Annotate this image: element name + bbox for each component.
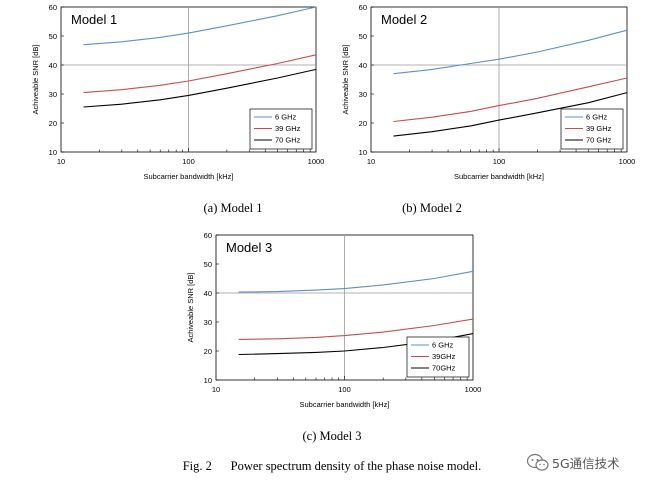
legend-label-1: 39GHz — [432, 352, 456, 361]
x-tick-label: 1000 — [465, 385, 482, 394]
legend-label-1: 39 GHz — [586, 124, 612, 133]
panel-model-3: 10 20 30 40 50 60 10 100 1000 Subcarrier bandwidt… — [186, 231, 481, 409]
watermark: 5G通信技术 — [526, 453, 620, 471]
y-tick-label: 30 — [49, 90, 57, 99]
caption-model-2: (b) Model 2 — [402, 201, 462, 215]
series-line-0 — [393, 29, 628, 75]
y-tick-label: 30 — [359, 90, 367, 99]
legend-label-2: 70 GHz — [586, 136, 612, 145]
series-line-2 — [83, 68, 317, 108]
y-tick-label: 60 — [204, 231, 212, 240]
chart-title: Model 3 — [226, 240, 272, 255]
x-tick-label: 1000 — [619, 157, 636, 166]
chart-title: Model 1 — [71, 12, 117, 27]
series-line-2 — [393, 92, 628, 137]
x-tick-label: 10 — [367, 157, 375, 166]
x-tick-label: 100 — [182, 157, 195, 166]
y-tick-label: 10 — [359, 148, 367, 157]
wechat-icon — [526, 453, 549, 471]
legend-label-2: 70GHz — [432, 364, 456, 373]
x-axis-label: Subcarrier bandwidth [kHz] — [143, 172, 233, 181]
legend-label-1: 39 GHz — [275, 124, 301, 133]
caption-model-3: (c) Model 3 — [302, 429, 361, 443]
series-line-1 — [393, 77, 628, 123]
y-axis-label: Achiveable SNR [dB] — [31, 44, 40, 114]
legend-label-0: 6 GHz — [432, 341, 454, 350]
x-axis-label: Subcarrier bandwidth [kHz] — [299, 400, 389, 409]
x-tick-label: 10 — [57, 157, 65, 166]
x-tick-label: 10 — [212, 385, 220, 394]
y-tick-label: 40 — [49, 61, 57, 70]
y-tick-label: 50 — [359, 32, 367, 41]
panel-model-2: 10 20 30 40 50 60 10 100 1000 Subcarrier bandwidt… — [341, 3, 635, 181]
y-tick-label: 20 — [49, 119, 57, 128]
x-tick-label: 1000 — [308, 157, 325, 166]
legend-label-2: 70 GHz — [275, 136, 301, 145]
y-tick-label: 40 — [359, 61, 367, 70]
y-tick-label: 60 — [49, 3, 57, 12]
y-tick-label: 30 — [204, 318, 212, 327]
y-tick-label: 20 — [204, 347, 212, 356]
y-tick-label: 20 — [359, 119, 367, 128]
y-tick-label: 60 — [359, 3, 367, 12]
series-line-0 — [238, 270, 474, 293]
series-line-1 — [83, 54, 317, 94]
legend-label-0: 6 GHz — [586, 113, 608, 122]
y-tick-label: 10 — [49, 148, 57, 157]
y-tick-label: 40 — [204, 289, 212, 298]
y-tick-label: 10 — [204, 376, 212, 385]
x-axis-label: Subcarrier bandwidth [kHz] — [454, 172, 544, 181]
x-tick-label: 100 — [338, 385, 351, 394]
y-tick-label: 50 — [204, 260, 212, 269]
panel-model-1: 10 20 30 40 50 60 10 100 1000 Subcarrier bandwidt… — [31, 3, 324, 181]
y-axis-label: Achiveable SNR [dB] — [341, 44, 350, 114]
series-line-1 — [238, 318, 474, 340]
caption-model-1: (a) Model 1 — [203, 201, 262, 215]
series-line-0 — [83, 6, 317, 46]
chart-title: Model 2 — [381, 12, 427, 27]
watermark-text: 5G通信技术 — [552, 456, 620, 471]
y-axis-label: Achiveable SNR [dB] — [186, 272, 195, 342]
x-tick-label: 100 — [493, 157, 506, 166]
y-tick-label: 50 — [49, 32, 57, 41]
figure-caption: Fig. 2 Power spectrum density of the pha… — [183, 459, 482, 473]
legend-label-0: 6 GHz — [275, 113, 297, 122]
